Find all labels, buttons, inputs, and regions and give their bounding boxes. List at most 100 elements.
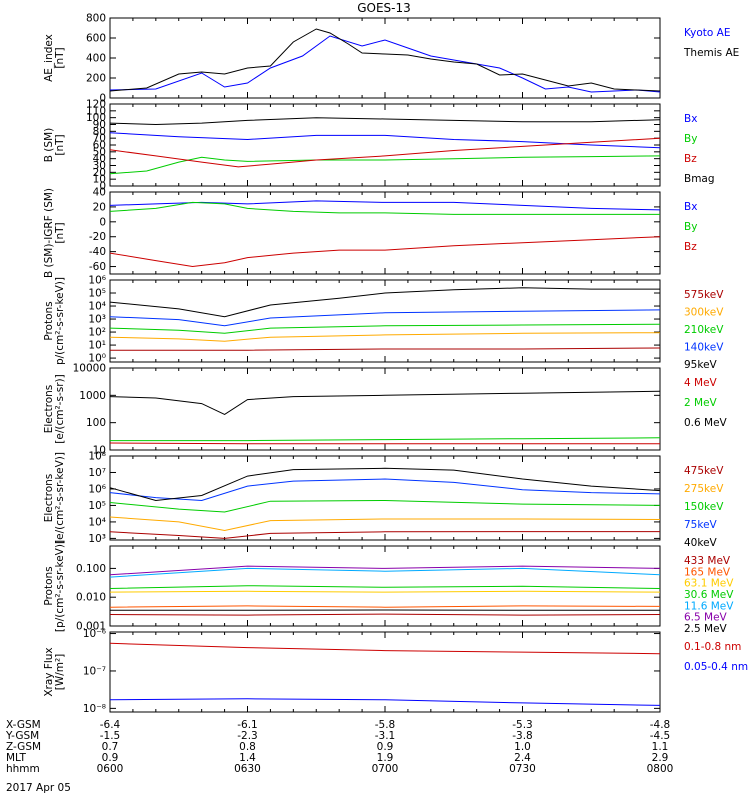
legend-entry: 30.6 MeV bbox=[684, 589, 734, 601]
y-tick-label: -20 bbox=[89, 231, 106, 243]
panel-frame bbox=[109, 367, 661, 451]
y-tick-label: 50 bbox=[93, 146, 106, 158]
y-tick-label: 10⁸ bbox=[88, 451, 106, 463]
y-tick-label: 10⁻⁷ bbox=[83, 665, 106, 677]
series-95kev bbox=[109, 287, 660, 318]
series-bx bbox=[109, 132, 661, 149]
ephemeris-value: 0630 bbox=[234, 763, 261, 775]
series-140kev bbox=[109, 309, 661, 327]
y-tick-label: 10 bbox=[93, 445, 106, 457]
series-0-1-0-8-nm bbox=[109, 642, 661, 655]
y-tick-label: 10⁰ bbox=[88, 353, 106, 365]
y-tick-label: 20 bbox=[93, 167, 106, 179]
legend-entry: Bmag bbox=[684, 173, 715, 185]
ephemeris-value: -2.3 bbox=[237, 730, 258, 742]
y-tick-label: 10⁵ bbox=[88, 288, 106, 300]
series-bz bbox=[109, 137, 661, 168]
series-themis-ae bbox=[109, 28, 661, 92]
y-tick-label: 10⁶ bbox=[88, 275, 106, 287]
ephemeris-value: -6.4 bbox=[100, 719, 121, 731]
y-axis-label: [e/(cm²-s-sr-keV)] bbox=[54, 452, 66, 544]
series-40kev bbox=[109, 467, 661, 502]
legend-entry: Themis AE bbox=[683, 47, 739, 59]
y-tick-label: 10⁻⁸ bbox=[83, 703, 106, 715]
panel-electrons_mev: 10 100 1000 10000 Electrons [e/(cm²-s-sr)] 4 M… bbox=[43, 363, 728, 457]
y-tick-label: 10⁻⁶ bbox=[83, 628, 106, 640]
y-tick-label: 120 bbox=[86, 99, 106, 111]
legend-entry: 63.1 MeV bbox=[684, 578, 734, 590]
ephemeris-value: 1.0 bbox=[514, 741, 531, 753]
legend-entry: 140keV bbox=[684, 342, 724, 354]
ephemeris-value: 0.9 bbox=[377, 741, 394, 753]
y-axis-label: Electrons bbox=[43, 385, 55, 434]
y-tick-label: 400 bbox=[86, 53, 106, 65]
panel-bigrf: -60 -40 -20 0 20 40 B (SM)-IGRF (SM) [nT] Bx By Bz bbox=[43, 187, 697, 279]
ephemeris-value: -1.5 bbox=[100, 730, 121, 742]
panel-frame bbox=[109, 17, 661, 99]
y-tick-label: 0.100 bbox=[76, 563, 106, 575]
y-tick-label: 70 bbox=[93, 133, 106, 145]
panel-protons_mev: 0.001 0.010 0.100 Protons [p/(cm²-s-sr-keV)]… bbox=[43, 540, 734, 635]
legend-entry: 210keV bbox=[684, 324, 724, 336]
y-tick-label: -40 bbox=[89, 246, 106, 258]
legend-entry: 11.6 MeV bbox=[684, 600, 734, 612]
series-150kev bbox=[109, 499, 661, 513]
legend-entry: 575keV bbox=[684, 289, 724, 301]
legend-entry: Bx bbox=[684, 201, 697, 213]
y-tick-label: 10³ bbox=[88, 533, 106, 545]
legend-entry: 433 MeV bbox=[684, 555, 731, 567]
legend-entry: Bz bbox=[684, 241, 697, 253]
y-tick-label: 10⁷ bbox=[88, 467, 106, 479]
y-tick-label: -60 bbox=[89, 261, 106, 273]
y-tick-label: 200 bbox=[86, 73, 106, 85]
series-165-mev bbox=[109, 605, 661, 608]
series-2-mev bbox=[110, 437, 661, 442]
series-by bbox=[109, 155, 661, 175]
legend-entry: 40keV bbox=[684, 537, 718, 549]
series-11-6-mev bbox=[109, 567, 661, 578]
panel-xray: 10⁻⁸ 10⁻⁷ 10⁻⁶ Xray Flux [W/m²] 0.1-0.8 nm 0.0… bbox=[43, 628, 748, 715]
y-tick-label: 10⁴ bbox=[88, 516, 106, 528]
series-4-mev bbox=[109, 442, 660, 445]
ephemeris-row-label: Y-GSM bbox=[5, 730, 39, 742]
y-tick-label: 0.010 bbox=[76, 592, 106, 604]
y-tick-label: 10⁶ bbox=[88, 483, 106, 495]
ephemeris-value: 2.4 bbox=[514, 752, 531, 764]
series-210kev bbox=[109, 323, 661, 334]
y-axis-label: [e/(cm²-s-sr)] bbox=[54, 374, 66, 443]
series-275kev bbox=[109, 516, 661, 532]
y-tick-label: 10000 bbox=[73, 363, 106, 375]
y-axis-label: Electrons bbox=[43, 474, 55, 523]
panel-electrons_kev: 10³ 10⁴ 10⁵ 10⁶ 10⁷ 10⁸ Electrons [e/(cm²-s-sr-… bbox=[43, 451, 724, 550]
legend-entry: 4 MeV bbox=[684, 377, 718, 389]
legend-entry: 0.1-0.8 nm bbox=[684, 641, 741, 653]
series-0-6-mev bbox=[109, 390, 661, 415]
legend-entry: 475keV bbox=[684, 465, 724, 477]
x-axis-ephemeris: X-GSMY-GSMZ-GSMMLThhmm-6.4-1.50.70.90600… bbox=[5, 719, 673, 775]
ephemeris-value: 0.8 bbox=[239, 741, 256, 753]
ephemeris-value: 1.1 bbox=[652, 741, 669, 753]
ephemeris-value: -3.8 bbox=[512, 730, 533, 742]
ephemeris-value: -5.8 bbox=[375, 719, 396, 731]
panel-ae: 0 200 400 600 800 AE_index [nT] Kyoto AE Themis … bbox=[43, 13, 739, 105]
ephemeris-value: 2.9 bbox=[652, 752, 669, 764]
ephemeris-value: 0800 bbox=[647, 763, 674, 775]
y-axis-label: [nT] bbox=[54, 47, 66, 68]
legend-entry: 95keV bbox=[684, 359, 718, 371]
ephemeris-value: 0.9 bbox=[102, 752, 119, 764]
ephemeris-value: -4.5 bbox=[650, 730, 671, 742]
legend-entry: 0.6 MeV bbox=[684, 417, 728, 429]
panel-frame bbox=[109, 191, 661, 275]
series-75kev bbox=[109, 478, 661, 502]
y-axis-label: [nT] bbox=[54, 134, 66, 155]
legend-entry: 0.05-0.4 nm bbox=[684, 661, 748, 673]
legend-entry: Bz bbox=[684, 153, 697, 165]
ephemeris-value: 1.9 bbox=[377, 752, 394, 764]
series-0-05-0-4-nm bbox=[109, 698, 661, 706]
y-tick-label: 80 bbox=[93, 126, 106, 138]
y-tick-label: 60 bbox=[93, 140, 106, 152]
y-axis-label: [nT] bbox=[54, 222, 66, 243]
ephemeris-value: -6.1 bbox=[237, 719, 258, 731]
